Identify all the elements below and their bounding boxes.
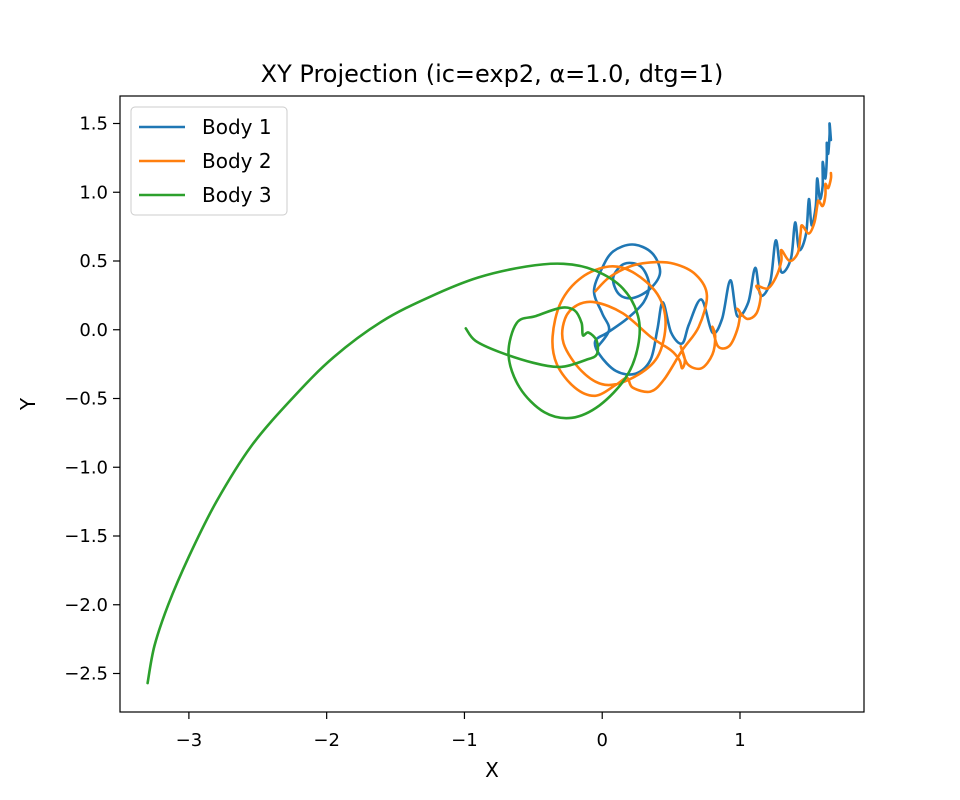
legend-box xyxy=(130,106,288,216)
y-tick-label: −2.5 xyxy=(64,664,108,685)
y-tick-label: 1.5 xyxy=(79,114,108,135)
x-tick-label: −3 xyxy=(176,730,203,751)
legend-label-body-2: Body 2 xyxy=(202,149,272,173)
series-line-body-2 xyxy=(551,171,833,398)
plot-frame xyxy=(119,95,865,713)
y-tick-label: −2.0 xyxy=(64,595,108,616)
y-tick-label: −1.5 xyxy=(64,526,108,547)
x-tick-label: −1 xyxy=(451,730,478,751)
legend-label-body-1: Body 1 xyxy=(202,115,272,139)
legend: Body 1 Body 2 Body 3 xyxy=(130,106,288,216)
y-tick-label: −1.0 xyxy=(64,457,108,478)
series-layer xyxy=(146,122,833,685)
x-tick-label: 1 xyxy=(734,730,745,751)
ticks-layer: −3 −2 −1 0 1 −2.5 −2.0 −1.5 −1.0 −0.5 0.0 0.5 1.0 1.5 xyxy=(64,114,745,752)
x-axis-label: X xyxy=(485,758,499,782)
y-tick-label: 0.0 xyxy=(79,320,108,341)
series-line-body-3 xyxy=(146,262,642,685)
y-tick-label: 1.0 xyxy=(79,182,108,203)
legend-label-body-3: Body 3 xyxy=(202,183,272,207)
y-tick-label: 0.5 xyxy=(79,251,108,272)
y-axis-label: Y xyxy=(16,397,40,411)
x-tick-label: 0 xyxy=(596,730,607,751)
x-tick-label: −2 xyxy=(313,730,340,751)
series-line-body-1 xyxy=(592,122,833,376)
chart-title: XY Projection (ic=exp2, α=1.0, dtg=1) xyxy=(261,60,724,88)
y-tick-label: −0.5 xyxy=(64,389,108,410)
